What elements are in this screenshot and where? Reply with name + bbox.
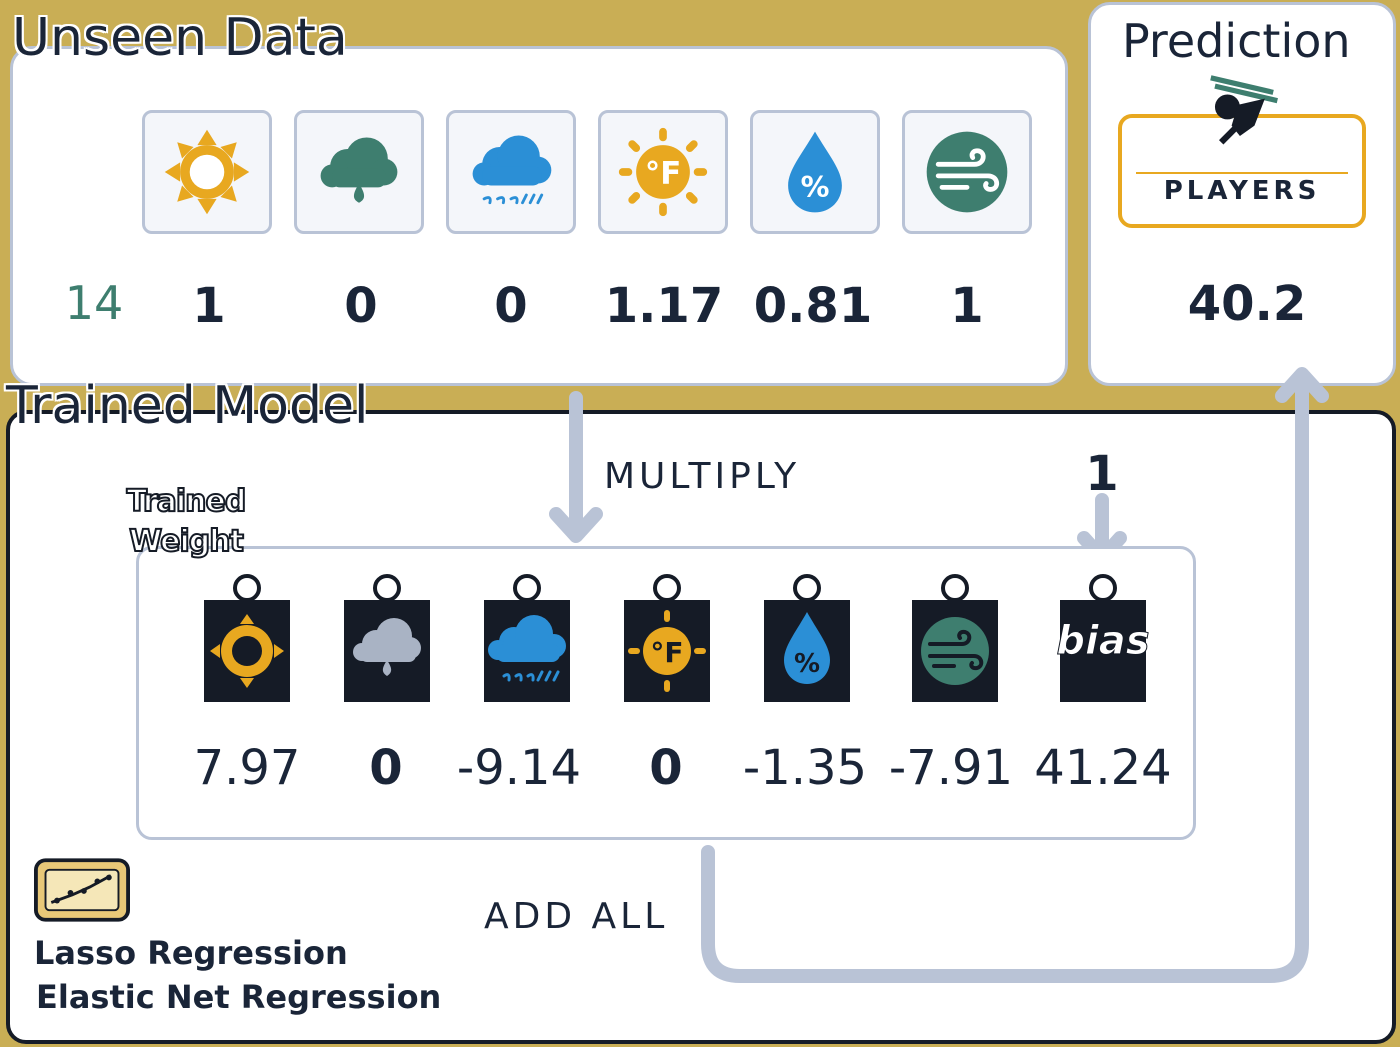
weight-value-bias: 41.24 bbox=[1034, 740, 1172, 796]
multiply-label: MULTIPLY bbox=[604, 456, 801, 497]
rain-cloud-icon bbox=[488, 615, 566, 662]
feature-tile-humidity: % bbox=[750, 110, 880, 234]
svg-text:%: % bbox=[794, 649, 820, 679]
weight-tag-sunny bbox=[204, 574, 290, 702]
feature-value-humidity: 0.81 bbox=[753, 278, 873, 334]
feature-value-wind: 1 bbox=[950, 278, 984, 334]
weight-tag-rain bbox=[484, 574, 570, 702]
weight-tag-wind bbox=[912, 574, 998, 702]
rain-cloud-icon bbox=[472, 135, 552, 205]
weight-value-rain: -9.14 bbox=[456, 740, 582, 796]
bias-input-value: 1 bbox=[1085, 446, 1119, 502]
players-icon bbox=[1210, 75, 1278, 145]
weight-value-sunny: 7.97 bbox=[193, 740, 301, 796]
weight-tag-humidity: % bbox=[764, 574, 850, 702]
feature-tile-sunny bbox=[142, 110, 272, 234]
svg-text:%: % bbox=[801, 170, 830, 204]
prediction-value: 40.2 bbox=[1187, 276, 1307, 332]
weight-tag-bias bbox=[1060, 574, 1146, 702]
method-elastic-net: Elastic Net Regression bbox=[36, 978, 442, 1016]
temperature-fahrenheit-icon: °F bbox=[618, 127, 708, 217]
bias-icon: bias bbox=[1056, 618, 1150, 665]
wind-icon bbox=[921, 617, 989, 685]
feature-value-temperature: 1.17 bbox=[604, 278, 724, 334]
players-badge-divider bbox=[1136, 172, 1348, 174]
prediction-title: Prediction bbox=[1122, 14, 1351, 68]
feature-tile-rain bbox=[446, 110, 576, 234]
weight-value-humidity: -1.35 bbox=[742, 740, 868, 796]
humidity-drop-icon: % bbox=[788, 131, 842, 213]
humidity-drop-icon bbox=[784, 612, 830, 684]
wind-icon bbox=[926, 131, 1008, 213]
feature-value-sunny: 1 bbox=[192, 278, 226, 334]
feature-tile-wind bbox=[902, 110, 1032, 234]
svg-text:°F: °F bbox=[645, 156, 681, 192]
weight-value-wind: -7.91 bbox=[888, 740, 1014, 796]
trained-weight-label: Trained Weight bbox=[126, 483, 248, 560]
players-badge-label: PLAYERS bbox=[1163, 176, 1321, 206]
weight-value-overcast: 0 bbox=[369, 740, 403, 796]
row-label: 14 bbox=[64, 276, 124, 330]
add-all-label: ADD ALL bbox=[484, 896, 669, 937]
feature-tile-overcast bbox=[294, 110, 424, 234]
feature-tile-temperature: °F bbox=[598, 110, 728, 234]
unseen-data-title: Unseen Data bbox=[12, 8, 348, 68]
overcast-cloud-icon bbox=[353, 618, 421, 676]
trained-model-title: Trained Model bbox=[6, 376, 369, 436]
temperature-fahrenheit-icon bbox=[628, 610, 706, 692]
feature-value-rain: 0 bbox=[494, 278, 528, 334]
weight-tag-overcast bbox=[344, 574, 430, 702]
overcast-cloud-icon bbox=[320, 137, 398, 203]
regression-chart-icon bbox=[34, 858, 130, 922]
weight-value-temperature: 0 bbox=[649, 740, 683, 796]
weight-tag-temperature: °F bbox=[624, 574, 710, 702]
svg-text:°F: °F bbox=[650, 636, 683, 669]
method-lasso: Lasso Regression bbox=[34, 934, 348, 972]
sun-icon bbox=[164, 129, 250, 215]
feature-value-overcast: 0 bbox=[344, 278, 378, 334]
